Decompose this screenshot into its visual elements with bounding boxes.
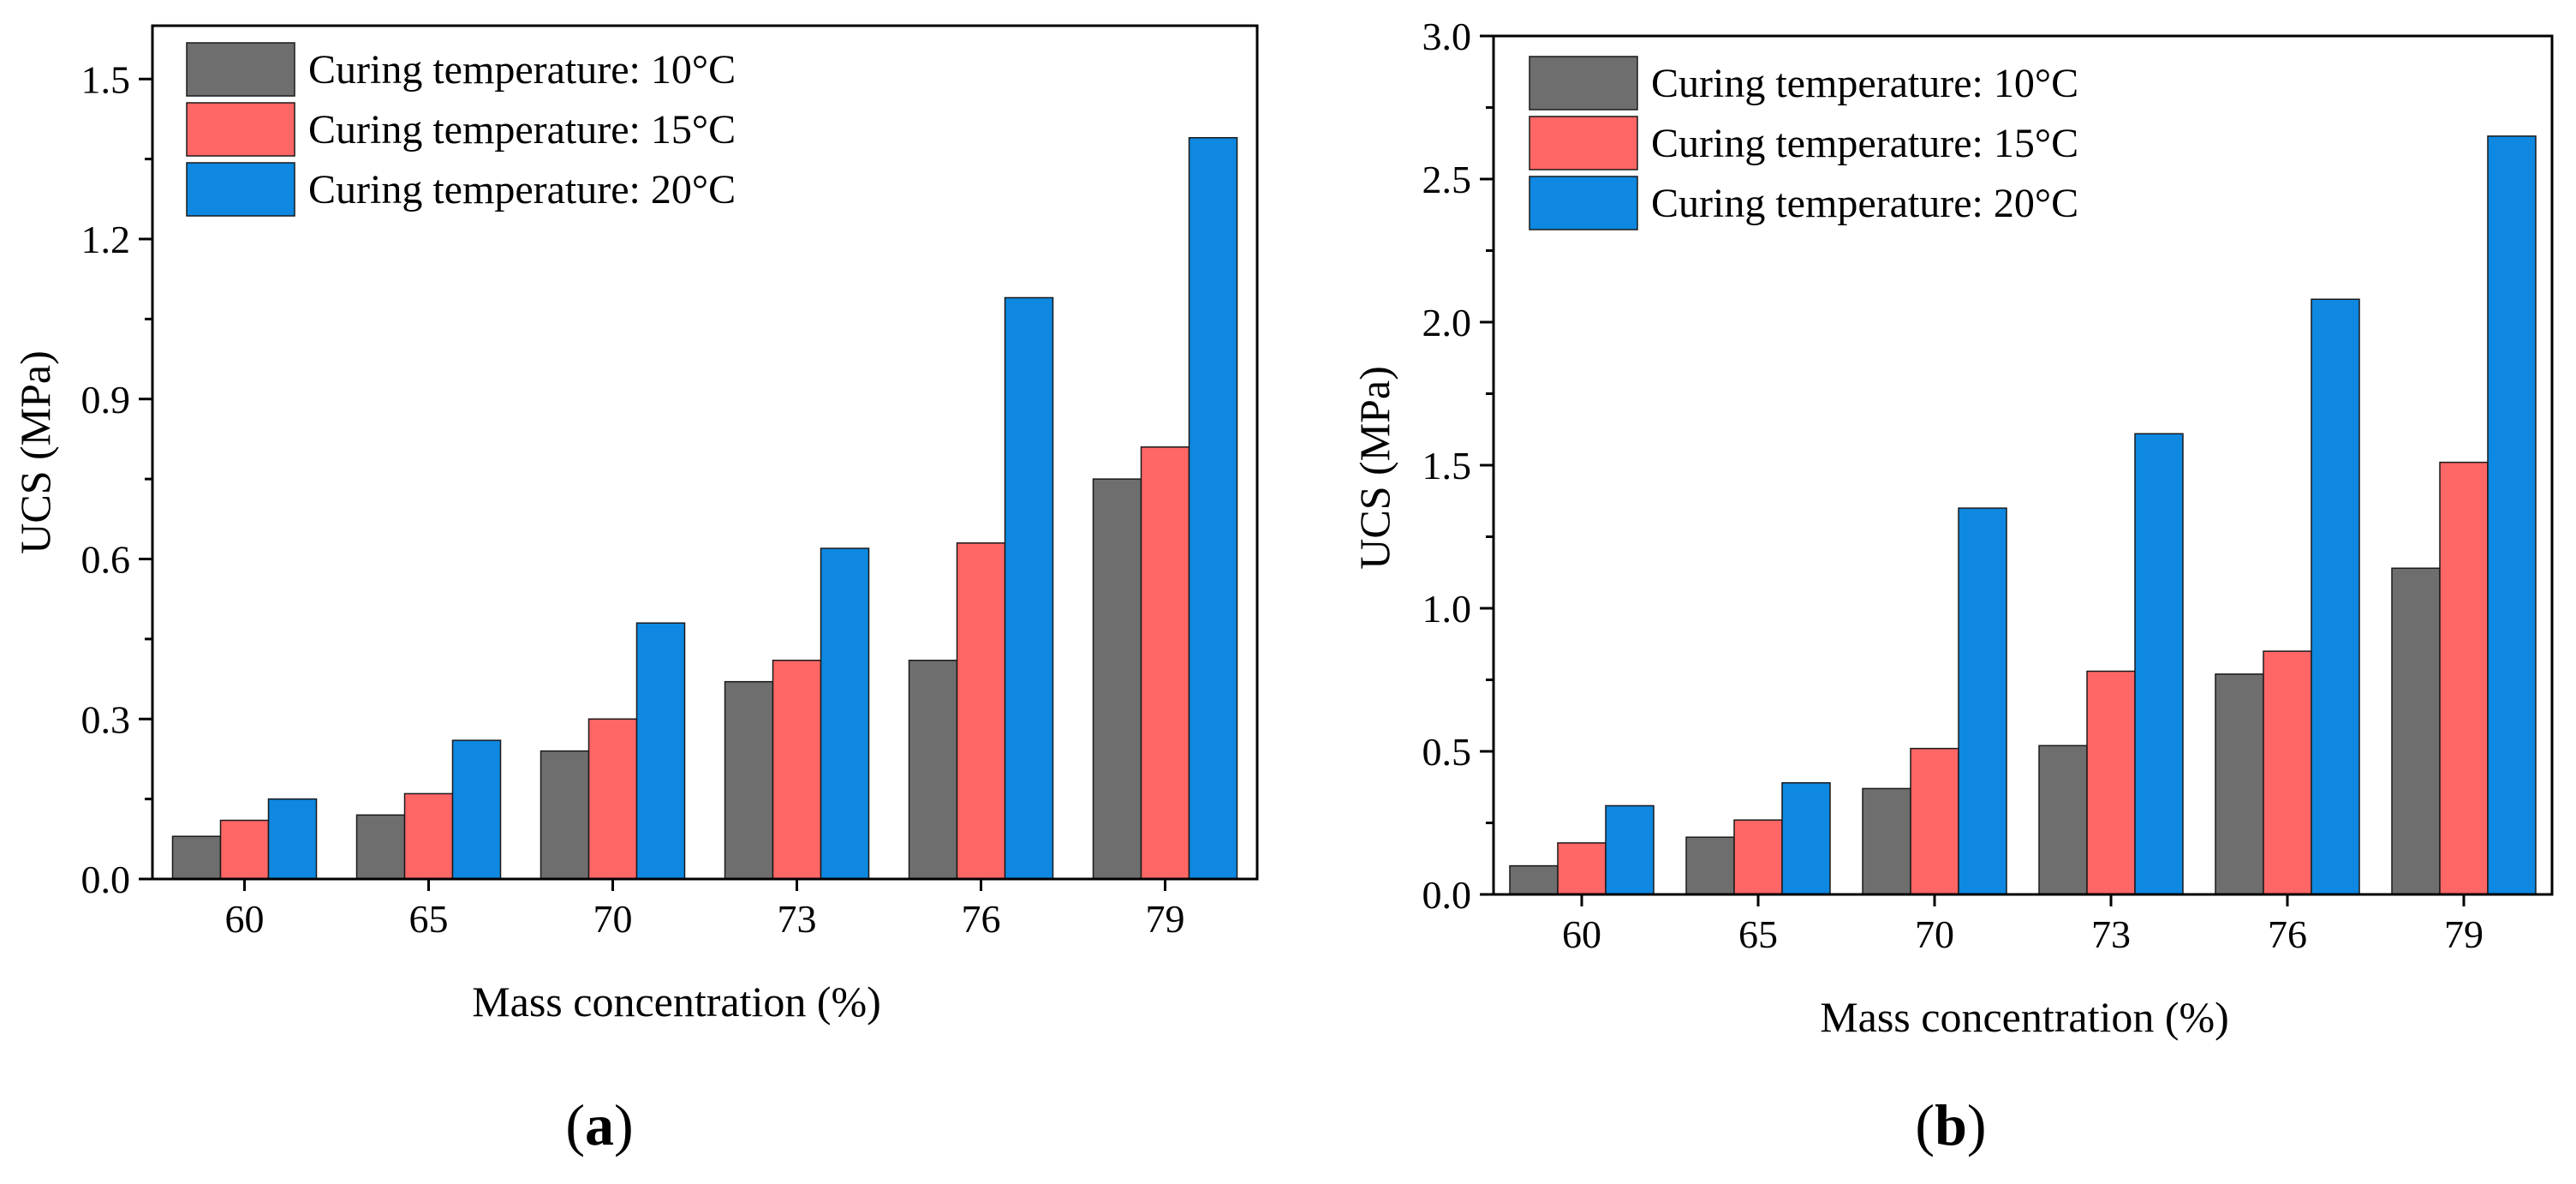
legend-label-b-s1: Curing temperature: 10°C	[1651, 61, 2078, 106]
chart-panel-a: 0.0 0.3 0.6 0.9 1.2 1.5 60 65 70 73 76 79 UCS (MPa…	[11, 24, 1259, 1157]
x-tick-label-b-60: 60	[1562, 912, 1601, 956]
bar-a-s3-65	[451, 739, 502, 880]
bar-a-s3-76	[1004, 296, 1054, 880]
bar-a-s1-65	[355, 814, 406, 880]
y-tick-label-b: 3.0	[1422, 15, 1472, 58]
y-tick-label-b: 1.5	[1422, 444, 1472, 487]
plot-frame-a	[151, 24, 1259, 881]
bar-a-s2-79	[1140, 446, 1190, 880]
bar-b-s1-76	[2215, 673, 2264, 895]
legend-a: Curing temperature: 10°C Curing temperatu…	[186, 42, 736, 217]
legend-label-a-s2: Curing temperature: 15°C	[308, 107, 736, 152]
bar-a-s2-70	[587, 718, 638, 880]
x-tick-label-a-79: 79	[1146, 897, 1185, 941]
bar-b-s2-79	[2439, 461, 2489, 895]
x-axis-b: 60 65 70 73 76 79	[1562, 894, 2484, 956]
bar-a-s1-76	[908, 660, 958, 880]
y-tick-label-a: 0.6	[81, 538, 131, 582]
y-axis-title-a: UCS (MPa)	[11, 350, 59, 554]
x-tick-label-a-73: 73	[778, 897, 817, 941]
bar-b-s1-65	[1685, 836, 1735, 895]
y-tick-label-b: 0.5	[1422, 730, 1472, 774]
y-axis-b: 0.0 0.5 1.0 1.5 2.0 2.5 3.0	[1422, 15, 1494, 917]
bar-a-s2-73	[772, 660, 822, 880]
y-tick-label-b: 0.0	[1422, 873, 1472, 917]
y-tick-label-a: 0.3	[81, 697, 131, 741]
chart-panel-b: 0.0 0.5 1.0 1.5 2.0 2.5 3.0 60 65 70 73 76 79 UCS (…	[1351, 15, 2554, 1157]
legend-b: Curing temperature: 10°C Curing temperatu…	[1529, 56, 2078, 230]
bar-b-s3-65	[1781, 781, 1831, 895]
bar-b-s1-70	[1862, 787, 1911, 895]
legend-swatch-b-s2	[1529, 116, 1638, 170]
x-tick-label-a-76: 76	[962, 897, 1001, 941]
x-tick-label-b-70: 70	[1915, 912, 1954, 956]
y-tick-label-b: 1.0	[1422, 587, 1472, 631]
bar-b-s2-70	[1910, 747, 1959, 895]
x-tick-label-a-70: 70	[593, 897, 633, 941]
bar-a-s1-79	[1092, 478, 1142, 880]
x-tick-label-a-65: 65	[409, 897, 449, 941]
x-tick-label-a-60: 60	[225, 897, 265, 941]
legend-swatch-a-s1	[186, 42, 295, 97]
bar-a-s3-70	[635, 622, 686, 880]
bar-b-s3-60	[1605, 804, 1655, 895]
bar-b-s3-73	[2134, 433, 2184, 895]
bar-b-s2-60	[1557, 842, 1607, 895]
y-axis-title-b: UCS (MPa)	[1351, 366, 1398, 570]
bar-a-s2-60	[219, 819, 270, 880]
y-tick-label-b: 2.0	[1422, 301, 1472, 344]
bar-b-s3-79	[2487, 135, 2537, 895]
panel-label-b: (b)	[1915, 1092, 1986, 1157]
x-axis-a: 60 65 70 73 76 79	[225, 879, 1185, 941]
legend-label-b-s2: Curing temperature: 15°C	[1651, 121, 2078, 166]
bar-a-s1-60	[171, 835, 222, 880]
x-axis-title-b: Mass concentration (%)	[1820, 993, 2229, 1041]
bar-a-s1-70	[540, 750, 590, 880]
bar-b-s3-70	[1958, 507, 2007, 895]
bars-a	[171, 136, 1238, 880]
bar-b-s1-73	[2038, 744, 2088, 895]
y-tick-label-a: 0.0	[81, 858, 131, 901]
x-tick-label-b-79: 79	[2444, 912, 2484, 956]
x-tick-label-b-65: 65	[1738, 912, 1778, 956]
bar-a-s3-79	[1188, 136, 1238, 880]
y-tick-label-b: 2.5	[1422, 158, 1472, 201]
x-axis-title-a: Mass concentration (%)	[472, 978, 881, 1026]
legend-swatch-b-s1	[1529, 56, 1638, 111]
bar-b-s3-76	[2311, 298, 2360, 895]
legend-label-a-s3: Curing temperature: 20°C	[308, 167, 736, 212]
bar-a-s3-73	[820, 547, 870, 880]
legend-label-a-s1: Curing temperature: 10°C	[308, 47, 736, 93]
bar-b-s1-60	[1509, 864, 1559, 895]
legend-swatch-b-s3	[1529, 176, 1638, 230]
y-axis-a: 0.0 0.3 0.6 0.9 1.2 1.5	[81, 57, 152, 901]
x-tick-label-b-73: 73	[2091, 912, 2131, 956]
legend-label-b-s3: Curing temperature: 20°C	[1651, 181, 2078, 226]
y-tick-label-a: 1.5	[81, 57, 131, 101]
bar-b-s2-73	[2086, 670, 2136, 895]
legend-swatch-a-s3	[186, 162, 295, 217]
y-tick-label-a: 1.2	[81, 218, 131, 261]
bar-b-s2-76	[2263, 650, 2312, 895]
bar-b-s1-79	[2391, 567, 2441, 895]
bar-b-s2-65	[1733, 819, 1783, 895]
bar-a-s2-65	[403, 792, 454, 880]
bars-b	[1509, 135, 2537, 895]
legend-swatch-a-s2	[186, 102, 295, 157]
panel-label-a: (a)	[565, 1092, 633, 1157]
bar-a-s2-76	[956, 542, 1006, 880]
y-tick-label-a: 0.9	[81, 378, 131, 422]
bar-a-s3-60	[267, 798, 318, 880]
x-tick-label-b-76: 76	[2268, 912, 2307, 956]
bar-a-s1-73	[724, 680, 774, 880]
